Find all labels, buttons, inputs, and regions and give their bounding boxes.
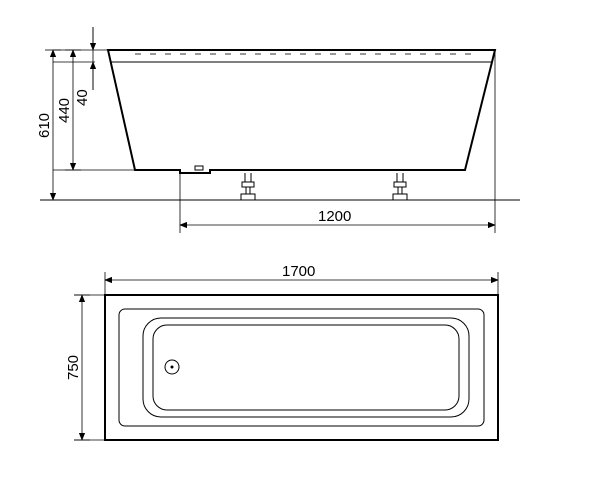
svg-text:1200: 1200 [318, 208, 351, 225]
plan-outer-rect [105, 295, 498, 440]
plan-basin-outer [143, 318, 469, 417]
svg-text:610: 610 [36, 113, 53, 138]
bathtub-technical-drawing: 61044040 1200 1700 750 [0, 0, 600, 500]
plan-basin-inner [153, 325, 459, 410]
svg-text:440: 440 [56, 98, 73, 123]
plan-drain-dot [171, 366, 174, 369]
side-tub-outline [108, 50, 495, 173]
plan-rim [119, 309, 484, 426]
svg-text:40: 40 [74, 89, 91, 106]
svg-text:1700: 1700 [282, 263, 315, 280]
svg-text:750: 750 [65, 355, 82, 380]
